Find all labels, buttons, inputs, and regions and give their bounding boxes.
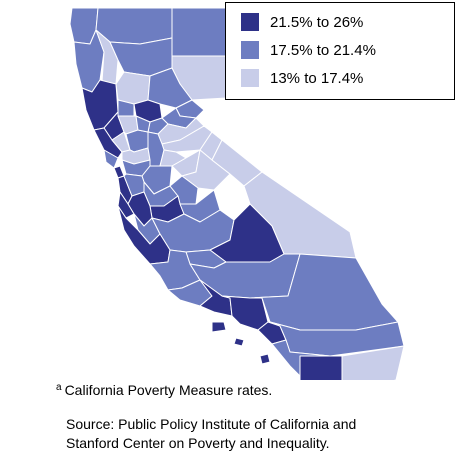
legend-label-low: 13% to 17.4% bbox=[270, 69, 364, 87]
legend-swatch-low bbox=[240, 68, 260, 88]
county-tehama bbox=[115, 71, 151, 105]
county-mono bbox=[211, 131, 263, 187]
county-riverside bbox=[269, 321, 405, 357]
legend-item-low: 13% to 17.4% bbox=[240, 67, 363, 89]
footnote-text: California Poverty Measure rates. bbox=[64, 382, 273, 398]
county-east-imperial bbox=[341, 345, 405, 380]
footnote: a California Poverty Measure rates. bbox=[56, 382, 272, 398]
california-map bbox=[69, 7, 405, 380]
source-line-2: Stanford Center on Poverty and Inequalit… bbox=[66, 435, 330, 451]
county-shasta bbox=[109, 37, 173, 77]
legend-swatch-mid bbox=[240, 40, 260, 60]
legend-item-mid: 17.5% to 21.4% bbox=[240, 39, 376, 61]
source-line-1: Source: Public Policy Institute of Calif… bbox=[66, 416, 357, 432]
legend-item-high: 21.5% to 26% bbox=[240, 11, 363, 33]
county-imperial bbox=[299, 355, 343, 380]
legend-label-high: 21.5% to 26% bbox=[270, 13, 364, 31]
footnote-marker: a bbox=[56, 382, 62, 393]
legend-swatch-high bbox=[240, 12, 260, 32]
legend: 21.5% to 26% 17.5% to 21.4% 13% to 17.4% bbox=[225, 2, 455, 100]
county-map-svg bbox=[69, 7, 405, 380]
source-note: Source: Public Policy Institute of Calif… bbox=[66, 415, 356, 453]
county-siskiyou bbox=[95, 7, 173, 45]
legend-label-mid: 17.5% to 21.4% bbox=[270, 41, 376, 59]
county-channel-islands bbox=[211, 321, 271, 365]
county-modoc bbox=[171, 7, 227, 57]
